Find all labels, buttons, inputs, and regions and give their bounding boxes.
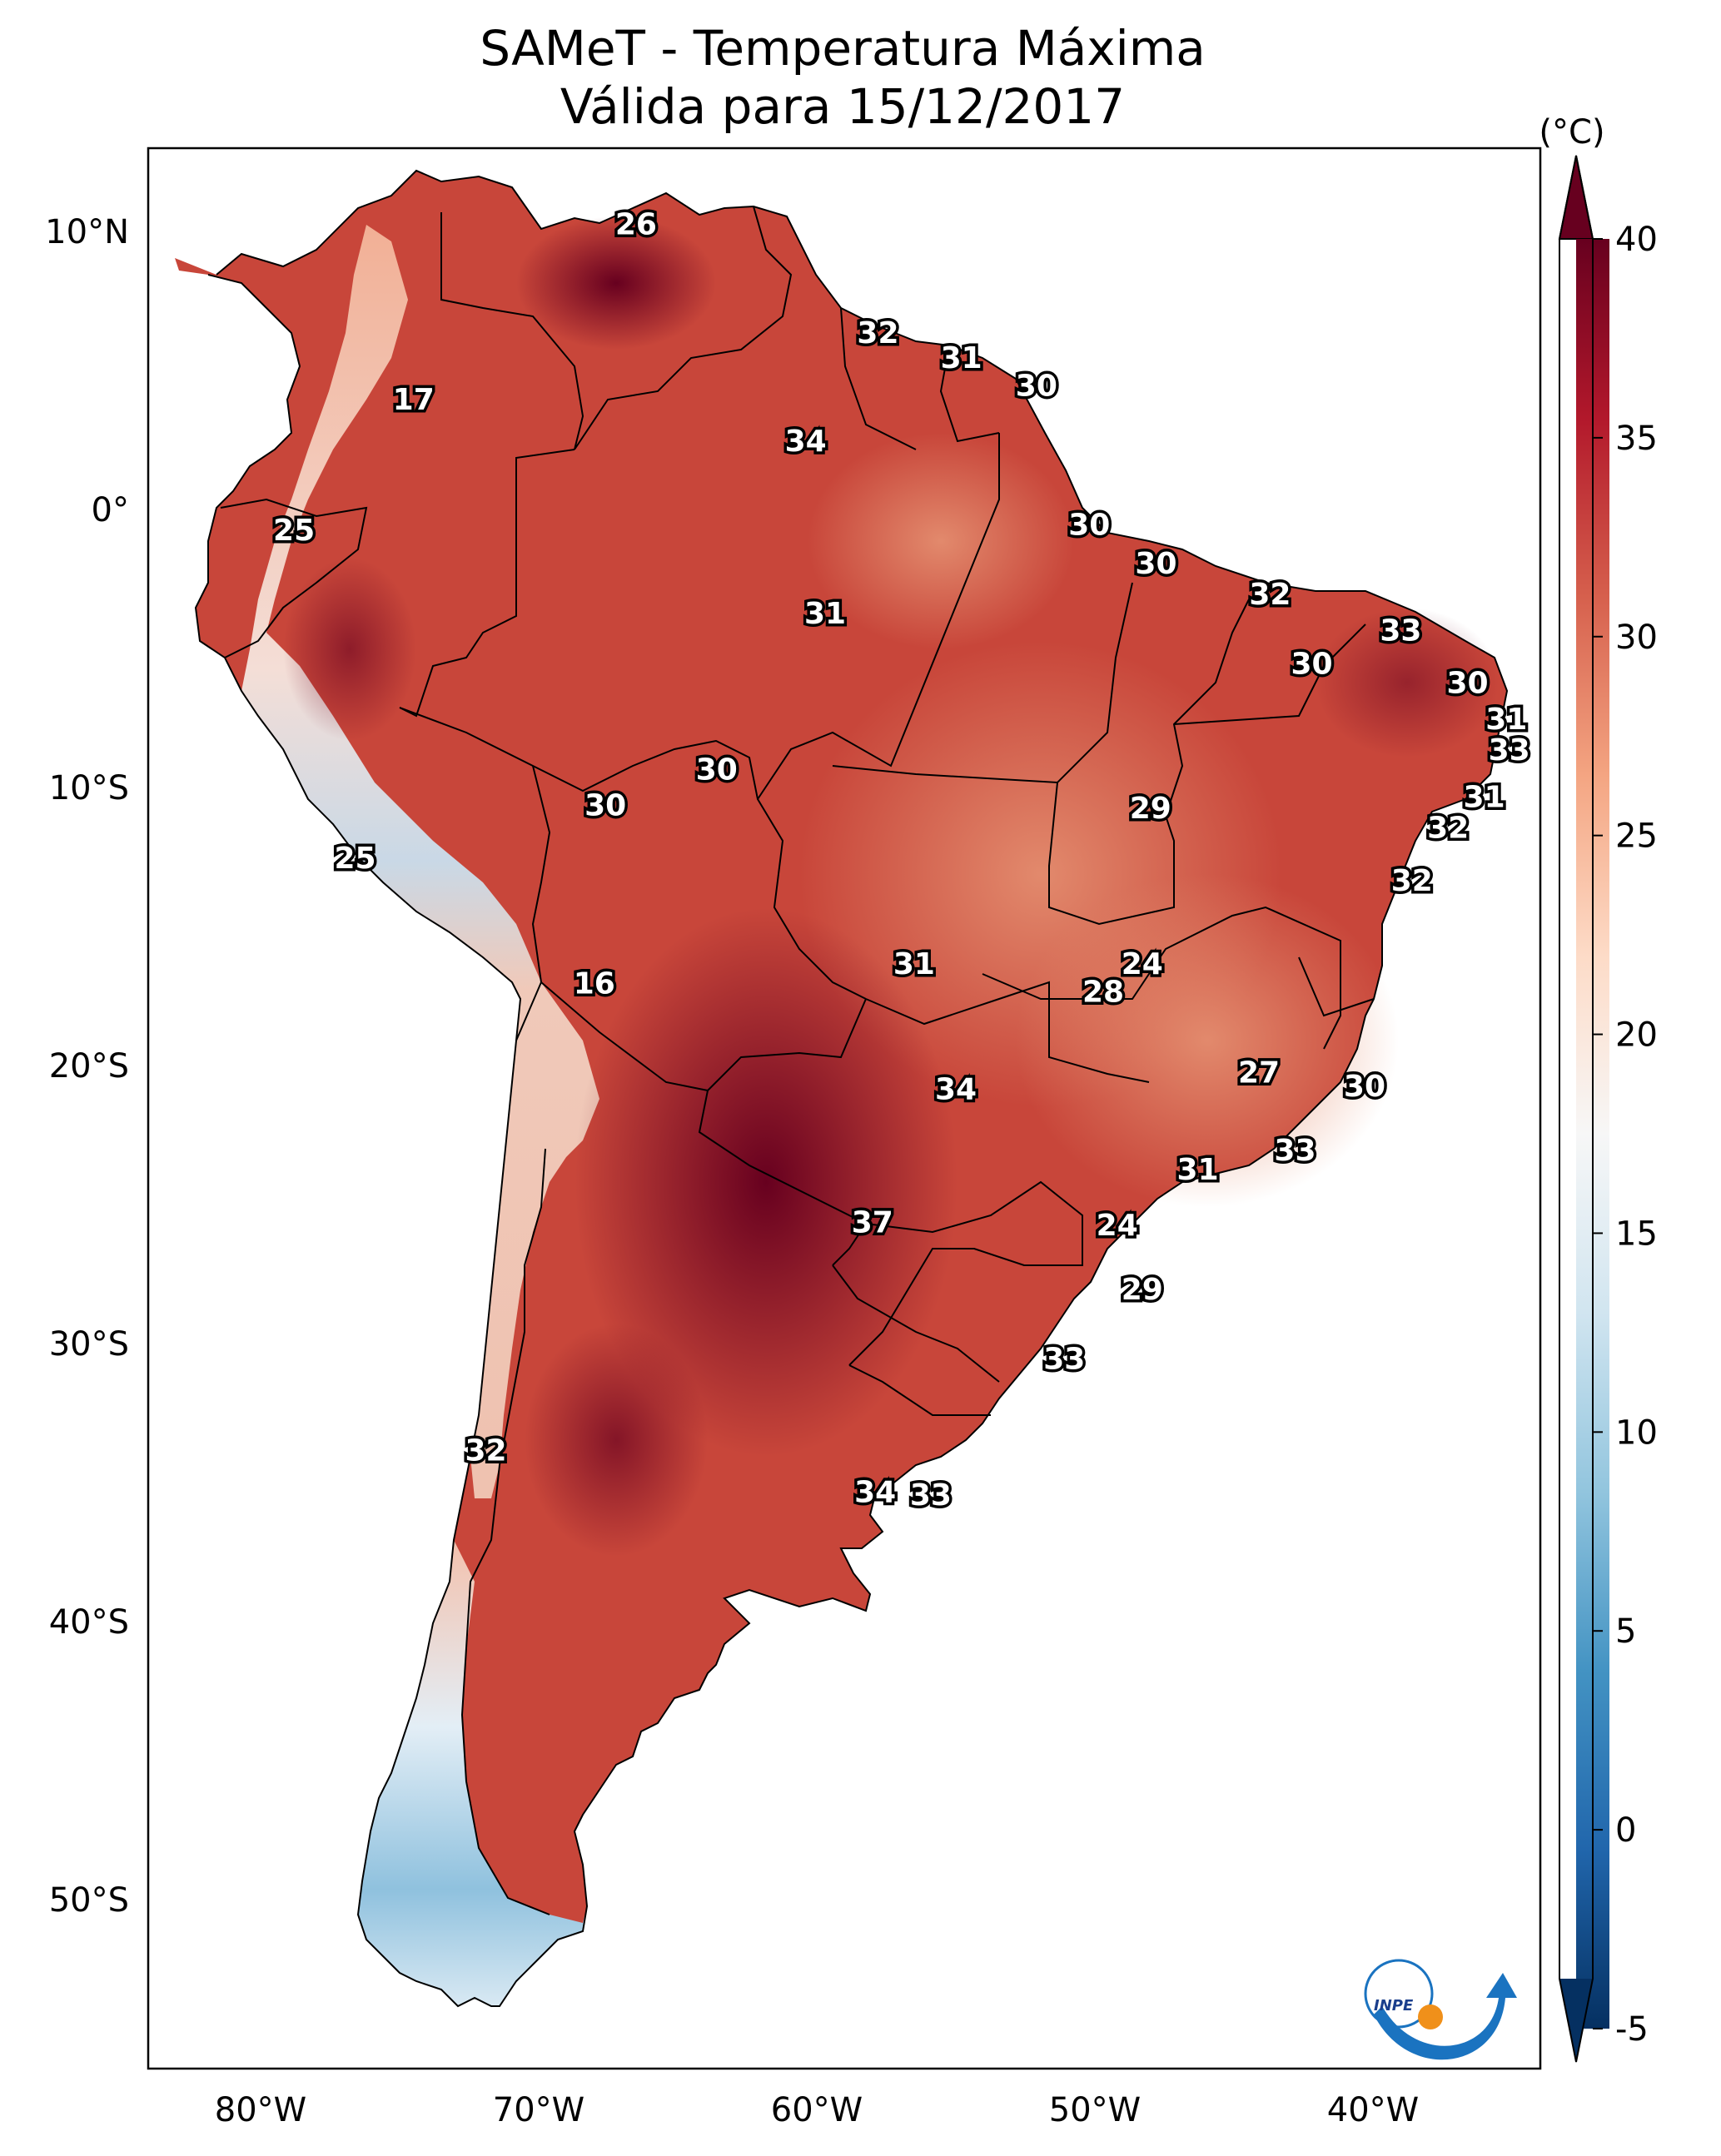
temperature-label: 30 <box>696 753 738 787</box>
temperature-label: 34 <box>785 425 827 459</box>
southeast-brazil-warm-zone <box>1016 874 1399 1207</box>
lon-tick-label: 60°W <box>771 2091 863 2129</box>
logo-orbit-ring <box>1364 1959 1434 2029</box>
colorbar-tick-label: 5 <box>1615 1612 1636 1651</box>
lon-tick-label: 50°W <box>1049 2091 1141 2129</box>
temperature-label: 30 <box>1291 647 1332 681</box>
temperature-label: 31 <box>1485 703 1527 737</box>
temperature-label: 30 <box>1135 547 1176 581</box>
colorbar-ticks: 40 35 30 25 20 15 10 5 0 -5 <box>1593 221 1658 2049</box>
temperature-label: 34 <box>854 1476 896 1510</box>
temperature-label: 31 <box>1464 781 1505 815</box>
amazon-warm-zone <box>808 433 1074 649</box>
temperature-label: 30 <box>1068 508 1110 542</box>
temperature-label: 17 <box>393 383 435 417</box>
colorbar-max-extension <box>1558 155 1594 240</box>
colorbar-tick-label: 10 <box>1615 1413 1658 1452</box>
northeast-hot-zone <box>1316 608 1499 758</box>
lat-tick-label: 20°S <box>49 1047 129 1085</box>
lon-tick-label: 70°W <box>493 2091 584 2129</box>
longitude-ticks: 80°W 70°W 60°W 50°W 40°W <box>215 2091 1419 2129</box>
colorbar-tick-label: 25 <box>1615 817 1658 856</box>
temperature-label: 25 <box>273 514 315 548</box>
colorbar-tick-label: 30 <box>1615 618 1658 657</box>
lat-tick-label: 0° <box>92 491 129 529</box>
temperature-label: 26 <box>615 208 657 242</box>
latitude-ticks: 10°N 0° 10°S 20°S 30°S 40°S 50°S <box>45 213 129 1920</box>
colorbar-tick-label: -5 <box>1615 2010 1649 2049</box>
title-line-1: SAMeT - Temperatura Máxima <box>480 20 1206 77</box>
temperature-label: 27 <box>1238 1056 1280 1090</box>
inpe-logo: INPE <box>1364 1959 1517 2060</box>
logo-text: INPE <box>1374 1997 1414 2014</box>
temperature-label: 37 <box>852 1206 893 1240</box>
temperature-label: 32 <box>1391 864 1433 898</box>
temperature-label: 31 <box>893 947 935 981</box>
colorbar-tick-label: 35 <box>1615 420 1658 458</box>
temperature-label: 31 <box>1177 1153 1219 1187</box>
patagonia-cool-zone <box>358 1540 587 2006</box>
temperature-label: 30 <box>1344 1070 1385 1104</box>
map-frame <box>147 147 1542 2070</box>
temperature-label: 33 <box>1043 1342 1085 1376</box>
temperature-label: 30 <box>584 789 626 823</box>
lat-tick-label: 10°S <box>49 769 129 807</box>
colorbar-tick-label: 15 <box>1615 1215 1658 1253</box>
venezuela-hot-zone <box>516 216 716 350</box>
title-line-2: Válida para 15/12/2017 <box>560 78 1125 135</box>
lat-tick-label: 50°S <box>49 1881 129 1920</box>
temperature-label: 32 <box>857 316 898 350</box>
temperature-label: 31 <box>941 341 982 375</box>
colorbar-tick-label: 20 <box>1615 1016 1658 1055</box>
logo-sun-dot <box>1418 2004 1443 2029</box>
temperature-label: 25 <box>335 842 376 876</box>
temperature-label: 33 <box>1274 1134 1316 1168</box>
colorbar-tick-label: 0 <box>1615 1811 1636 1850</box>
temperature-label: 28 <box>1082 975 1124 1009</box>
andes-cool-zone <box>241 225 599 1498</box>
lon-tick-label: 40°W <box>1327 2091 1419 2129</box>
temperature-label: 29 <box>1130 792 1171 826</box>
temperature-label: 33 <box>1380 614 1421 648</box>
temperature-label: 30 <box>1447 667 1489 701</box>
temperature-label: 32 <box>1427 811 1469 845</box>
peru-hot-zone <box>283 558 416 741</box>
temperature-label: 32 <box>465 1434 506 1468</box>
temperature-label: 29 <box>1122 1273 1163 1307</box>
country-borders <box>194 169 1509 2008</box>
temperature-label: 34 <box>935 1072 977 1106</box>
lon-tick-label: 80°W <box>215 2091 306 2129</box>
colorbar-unit: (°C) <box>1539 113 1604 152</box>
colorbar-tick-label: 40 <box>1615 221 1658 259</box>
temperature-label: 33 <box>910 1478 952 1513</box>
temperature-label: 31 <box>804 597 846 631</box>
temperature-label: 33 <box>1489 733 1530 768</box>
temperature-label: 16 <box>574 966 615 1001</box>
temperature-label: 30 <box>1016 369 1057 403</box>
colorbar: (°C) 40 35 30 25 20 15 10 5 0 -5 <box>1539 113 1658 2063</box>
lat-tick-label: 10°N <box>45 213 129 251</box>
lat-tick-label: 30°S <box>49 1325 129 1364</box>
temperature-label: 24 <box>1122 947 1163 981</box>
temperature-label: 24 <box>1097 1209 1138 1243</box>
colorbar-min-extension <box>1559 1979 1593 2062</box>
chaco-hot-zone <box>574 907 957 1457</box>
pampas-hot-zone <box>525 1324 708 1557</box>
temperature-label: 32 <box>1249 578 1291 612</box>
logo-orbit-swoosh <box>1374 1973 1517 2060</box>
lat-tick-label: 40°S <box>49 1603 129 1642</box>
